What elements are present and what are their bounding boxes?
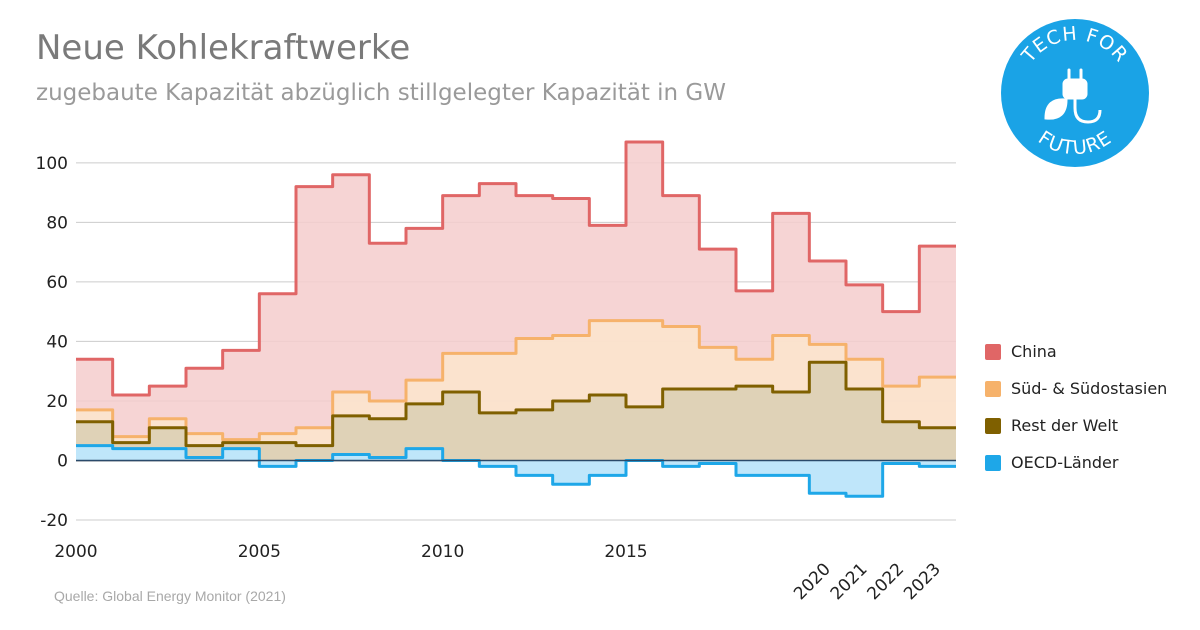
y-tick-label: 40 (46, 332, 68, 352)
legend-item-sued-suedostasien: Süd- & Südostasien (985, 370, 1167, 407)
plug-leaf-icon (1044, 68, 1102, 124)
x-tick-label: 2010 (421, 542, 464, 562)
line-china (76, 140, 956, 397)
y-tick-label: 60 (46, 273, 68, 293)
chart-title: Neue Kohlekraftwerke (36, 28, 411, 68)
source-note: Quelle: Global Energy Monitor (2021) (54, 588, 286, 604)
legend-item-oecd: OECD-Länder (985, 444, 1167, 481)
x-tick-label: 2023 (900, 559, 945, 604)
legend: China Süd- & Südostasien Rest der Welt O… (985, 333, 1167, 481)
legend-swatch-sued-suedostasien (985, 380, 1001, 397)
y-tick-label: 20 (46, 392, 68, 412)
legend-swatch-oecd (985, 454, 1001, 471)
x-tick-label: 2020 (790, 559, 835, 604)
legend-item-china: China (985, 333, 1167, 370)
y-tick-label: -20 (40, 511, 68, 531)
legend-swatch-china (985, 343, 1001, 360)
x-tick-label: 2022 (863, 559, 908, 604)
legend-label-oecd: OECD-Länder (1011, 453, 1119, 472)
x-tick-label: 2015 (604, 542, 647, 562)
y-tick-label: 80 (46, 213, 68, 233)
tech-for-future-logo: TECH FOR FUTURE (1001, 19, 1149, 167)
line-rest-der-welt (76, 360, 956, 448)
line-oecd-länder (76, 444, 956, 498)
x-tick-label: 2000 (54, 542, 97, 562)
chart-subtitle: zugebaute Kapazität abzüglich stillgeleg… (36, 80, 726, 106)
legend-label-rest-der-welt: Rest der Welt (1011, 416, 1119, 435)
legend-item-rest-der-welt: Rest der Welt (985, 407, 1167, 444)
line-süd-südostasien (76, 319, 956, 442)
y-tick-label: 100 (36, 154, 68, 174)
legend-label-china: China (1011, 342, 1057, 361)
legend-label-sued-suedostasien: Süd- & Südostasien (1011, 379, 1168, 398)
x-tick-label: 2005 (238, 542, 281, 562)
legend-swatch-rest-der-welt (985, 417, 1001, 434)
x-tick-label: 2021 (827, 559, 872, 604)
y-tick-label: 0 (57, 451, 68, 471)
